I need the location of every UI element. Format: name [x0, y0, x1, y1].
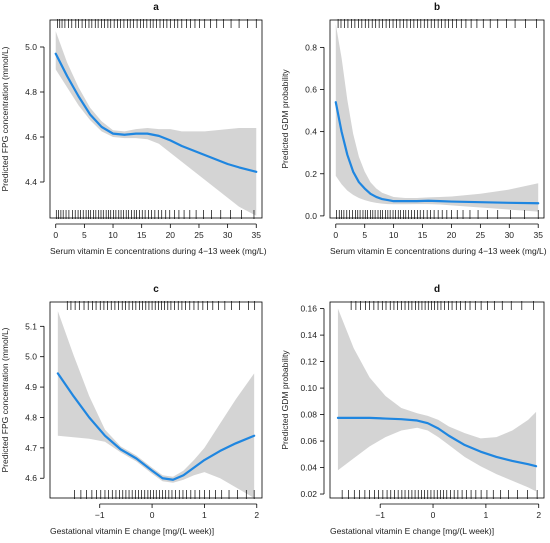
chart-panel-c: −1 0 1 2 4.6 4.7 4.8 4.9 5.0 5.1 Gestational vitam… — [0, 284, 263, 536]
x-tick-label: 0 — [150, 510, 155, 520]
x-tick-label: 30 — [223, 230, 233, 240]
x-tick-label: 20 — [166, 230, 176, 240]
y-tick-label: 5.0 — [25, 42, 37, 52]
y-axis-title: Predicted FPG concentration (mmol/L) — [0, 327, 10, 472]
x-axis-title: Serum vitamin E concentrations during 4−… — [50, 246, 267, 256]
y-tick-label: 4.8 — [25, 412, 37, 422]
x-tick-label: 15 — [137, 230, 147, 240]
y-tick-label: 0.12 — [300, 357, 317, 367]
y-tick-label: 5.0 — [25, 352, 37, 362]
y-tick-label: 0.8 — [305, 42, 317, 52]
x-tick-label: −1 — [95, 510, 105, 520]
y-tick-label: 4.8 — [25, 87, 37, 97]
y-tick-label: 5.1 — [25, 321, 37, 331]
rug-marks — [341, 301, 538, 499]
x-tick-label: 0 — [53, 230, 58, 240]
x-tick-label: 5 — [362, 230, 367, 240]
y-tick-label: 0.14 — [300, 330, 317, 340]
fitted-curve — [56, 372, 256, 481]
y-tick-label: 0.16 — [300, 304, 317, 314]
chart-panel-a: 0 5 10 15 20 25 30 35 4.4 4.6 4.8 5.0 Serum vitamin … — [0, 2, 267, 256]
x-tick-label: 0 — [333, 230, 338, 240]
x-tick-label: 0 — [431, 510, 436, 520]
x-tick-label: 15 — [418, 230, 428, 240]
confidence-band — [57, 311, 255, 498]
x-tick-label: 30 — [505, 230, 515, 240]
x-tick-label: 35 — [533, 230, 543, 240]
chart-panel-d: −1 0 1 2 0.02 0.04 0.06 0.08 0.10 0.12 0.14 0.16 Ges… — [280, 284, 545, 536]
y-tick-label: 0.10 — [300, 383, 317, 393]
x-tick-label: 1 — [484, 510, 489, 520]
plot-frame — [329, 19, 545, 219]
y-tick-label: 0.06 — [300, 436, 317, 446]
x-axis-title: Serum vitamin E concentrations during 4−… — [330, 246, 547, 256]
x-tick-label: 10 — [389, 230, 399, 240]
rug-marks — [66, 301, 256, 499]
y-tick-label: 0.04 — [300, 463, 317, 473]
y-axis-title: Predicted FPG concentration (mmol/L) — [0, 46, 10, 191]
x-tick-label: 25 — [476, 230, 486, 240]
x-tick-label: 10 — [108, 230, 118, 240]
fitted-curve — [54, 52, 258, 173]
panel-label: d — [434, 284, 440, 295]
y-tick-label: 0.2 — [305, 169, 317, 179]
x-tick-label: 25 — [194, 230, 204, 240]
x-tick-label: 20 — [447, 230, 457, 240]
panel-label: c — [153, 284, 159, 295]
x-tick-label: 1 — [202, 510, 207, 520]
y-tick-label: 0.6 — [305, 85, 317, 95]
y-tick-label: 4.6 — [25, 473, 37, 483]
plot-frame — [49, 19, 263, 219]
y-tick-label: 4.4 — [25, 177, 37, 187]
panel-label: b — [434, 2, 440, 13]
y-tick-label: 0.02 — [300, 489, 317, 499]
rug-marks — [336, 19, 539, 219]
y-axis-title: Predicted GDM probability — [280, 350, 290, 450]
fitted-curve — [336, 416, 538, 468]
x-tick-label: −1 — [375, 510, 385, 520]
y-tick-label: 4.9 — [25, 382, 37, 392]
y-tick-label: 0.08 — [300, 410, 317, 420]
chart-panel-b: 0 5 10 15 20 25 30 35 0.0 0.2 0.4 0.6 0.8 Serum vitam… — [280, 2, 547, 256]
x-axis-title: Gestational vitamin E change [mg/(L week… — [50, 526, 214, 536]
rug-marks — [55, 19, 257, 219]
panel-label: a — [153, 2, 159, 13]
y-tick-label: 0.0 — [305, 211, 317, 221]
confidence-band — [55, 31, 257, 216]
confidence-band — [337, 308, 537, 492]
x-tick-label: 35 — [252, 230, 262, 240]
confidence-band — [335, 24, 539, 212]
fitted-curve — [334, 101, 540, 205]
x-tick-label: 2 — [536, 510, 541, 520]
y-tick-label: 4.6 — [25, 132, 37, 142]
y-axis-title: Predicted GDM probability — [280, 69, 290, 169]
x-axis-title: Gestational vitamin E change [mg/(L week… — [330, 526, 494, 536]
y-tick-label: 4.7 — [25, 443, 37, 453]
y-tick-label: 0.4 — [305, 127, 317, 137]
x-tick-label: 2 — [254, 510, 259, 520]
x-tick-label: 5 — [82, 230, 87, 240]
